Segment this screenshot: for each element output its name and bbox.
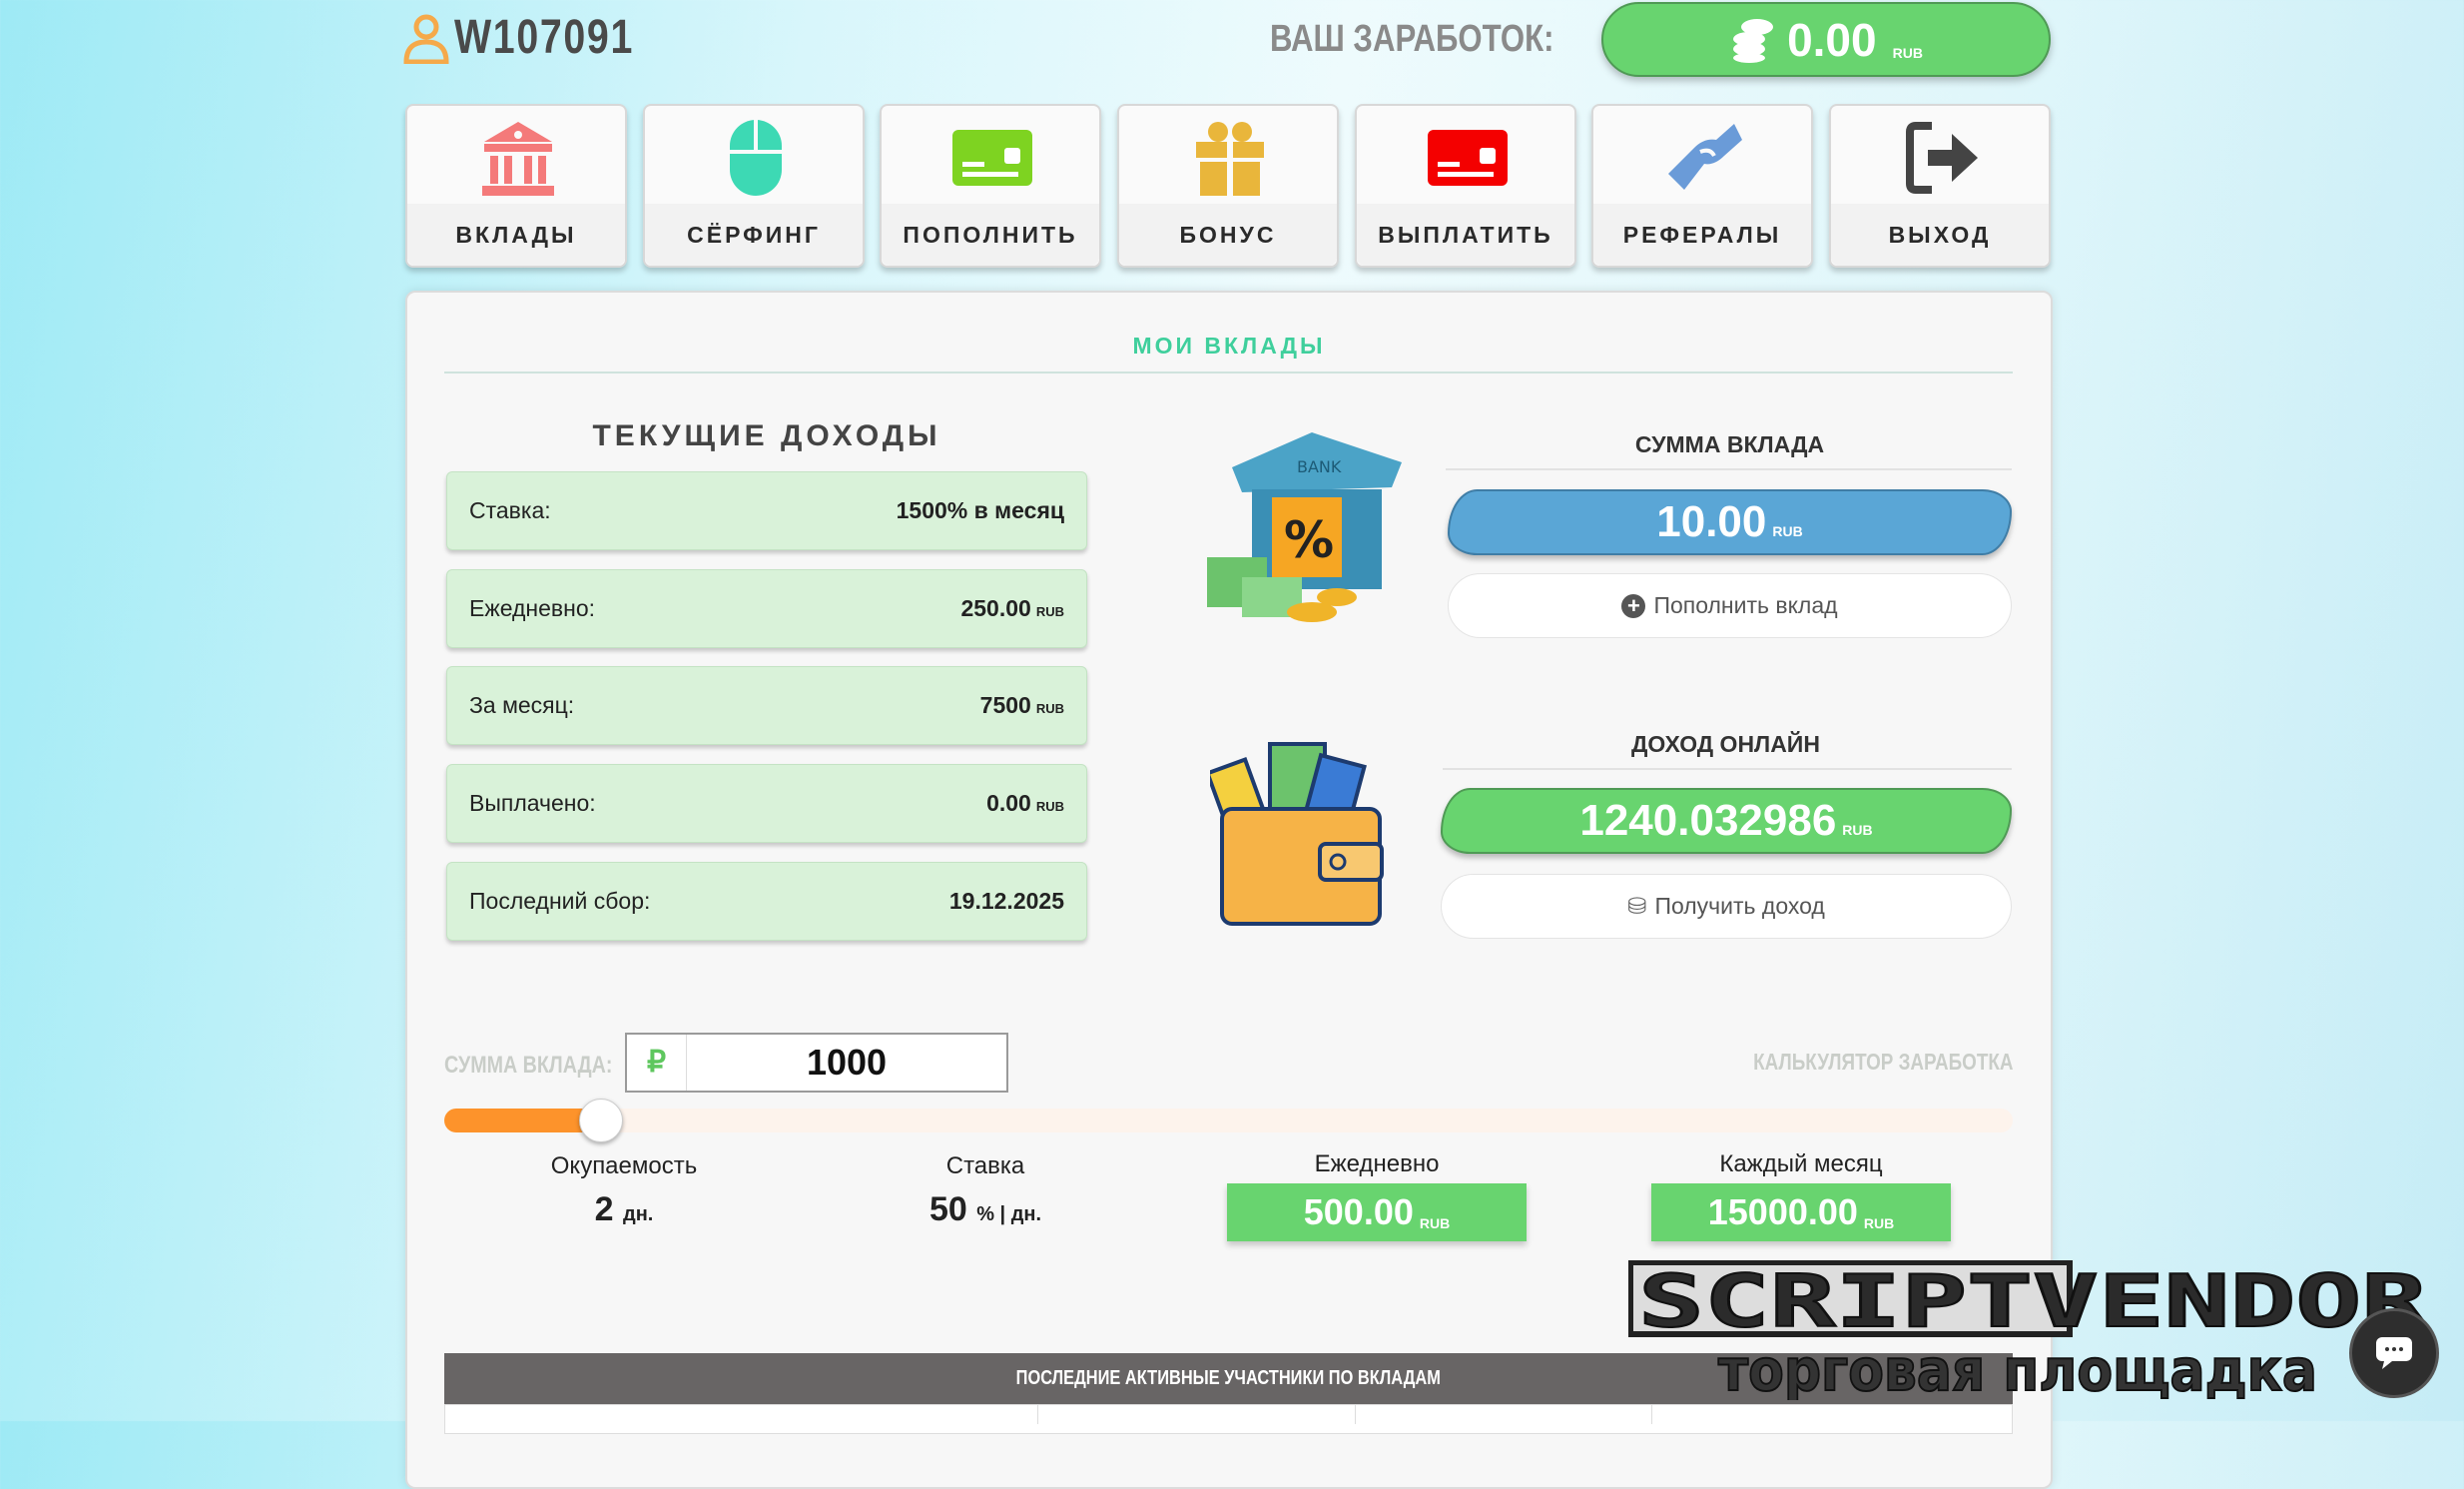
nav-deposits-button[interactable]: ВКЛАДЫ [405, 104, 627, 268]
nav-label: СЁРФИНГ [645, 204, 863, 266]
slider-fill [444, 1109, 602, 1132]
stat-row-daily: Ежедневно: 250.00 RUB [446, 569, 1087, 648]
nav-label: ПОПОЛНИТЬ [882, 204, 1099, 266]
deposit-sum-display: 10.00 RUB [1448, 489, 2012, 555]
nav-referrals-button[interactable]: РЕФЕРАЛЫ [1591, 104, 1813, 268]
card-icon [952, 130, 1032, 186]
card-icon [1428, 130, 1508, 186]
rate-label: Ставка [945, 1152, 1025, 1179]
column-divider [1037, 1404, 1038, 1424]
earnings-label: ВАШ ЗАРАБОТОК: [1270, 18, 1554, 60]
svg-text:%: % [1284, 511, 1334, 569]
calculator-title: КАЛЬКУЛЯТОР ЗАРАБОТКА [1752, 1049, 2013, 1075]
chat-button[interactable] [2349, 1308, 2439, 1398]
nav-logout-button[interactable]: ВЫХОД [1829, 104, 2051, 268]
bank-icon [482, 122, 554, 196]
stat-row-last-collect: Последний сбор: 19.12.2025 [446, 862, 1087, 941]
payback-value: 2 дн. [594, 1190, 654, 1228]
gift-icon [1196, 122, 1264, 196]
slider-thumb[interactable] [579, 1099, 624, 1142]
current-income-title: ТЕКУЩИЕ ДОХОДЫ [592, 419, 941, 452]
handshake-icon [1668, 124, 1742, 190]
divider [1446, 468, 2012, 470]
income-online-display: 1240.032986 RUB [1441, 788, 2012, 854]
nav-label: ВКЛАДЫ [407, 204, 625, 266]
deposit-sum-title: СУММА ВКЛАДА [1634, 431, 1825, 457]
calc-sum-label: СУММА ВКЛАДА: [444, 1052, 613, 1079]
nav-bonus-button[interactable]: БОНУС [1117, 104, 1339, 268]
balance-currency: RUB [1892, 45, 1923, 61]
coins-icon [1733, 18, 1774, 63]
calc-sum-input[interactable]: ₽1000 [625, 1033, 1008, 1093]
nav-withdraw-button[interactable]: ВЫПЛАТИТЬ [1355, 104, 1576, 268]
sum-slider[interactable] [444, 1109, 2013, 1132]
balance-button[interactable]: 0.00 RUB [1601, 2, 2051, 77]
income-online-title: ДОХОД ОНЛАЙН [1631, 731, 1820, 757]
mouse-icon [730, 120, 782, 196]
section-title: МОИ ВКЛАДЫ [1132, 333, 1326, 359]
sign-out-icon [1906, 122, 1978, 194]
daily-value: 500.00 RUB [1227, 1183, 1527, 1241]
coins-icon: ⛁ [1627, 893, 1647, 919]
nav-label: ВЫХОД [1831, 204, 2049, 266]
rate-value: 50 % | дн. [928, 1190, 1042, 1228]
nav-label: БОНУС [1119, 204, 1337, 266]
nav-surfing-button[interactable]: СЁРФИНГ [643, 104, 865, 268]
chat-icon [2376, 1337, 2412, 1369]
plus-circle-icon: + [1621, 593, 1646, 618]
nav-label: РЕФЕРАЛЫ [1593, 204, 1811, 266]
divider [444, 372, 2013, 373]
monthly-label: Каждый месяц [1719, 1150, 1883, 1177]
monthly-value: 15000.00 RUB [1651, 1183, 1951, 1241]
wallet-illustration [1210, 742, 1384, 926]
payback-label: Окупаемость [550, 1152, 698, 1179]
balance-value: 0.00 [1787, 13, 1877, 66]
column-divider [1355, 1404, 1356, 1424]
svg-text:торговая площадка: торговая площадка [1718, 1336, 2317, 1400]
table-row [444, 1404, 2013, 1434]
daily-label: Ежедневно [1314, 1150, 1440, 1177]
divider [1443, 768, 2012, 770]
stat-row-monthly: За месяц: 7500 RUB [446, 666, 1087, 745]
topup-deposit-button[interactable]: + Пополнить вклад [1448, 573, 2012, 638]
ruble-icon: ₽ [627, 1035, 687, 1091]
username: W107091 [454, 11, 634, 64]
collect-income-button[interactable]: ⛁ Получить доход [1441, 874, 2012, 939]
stat-row-rate: Ставка: 1500% в месяц [446, 471, 1087, 550]
active-participants-header: ПОСЛЕДНИЕ АКТИВНЫЕ УЧАСТНИКИ ПО ВКЛАДАМ [444, 1353, 2013, 1404]
user-icon [403, 14, 449, 64]
nav-label: ВЫПЛАТИТЬ [1357, 204, 1574, 266]
svg-text:BANK: BANK [1297, 457, 1342, 476]
column-divider [1651, 1404, 1652, 1424]
nav-topup-button[interactable]: ПОПОЛНИТЬ [880, 104, 1101, 268]
stat-row-paid: Выплачено: 0.00 RUB [446, 764, 1087, 843]
scriptvendor-watermark: SCRIPTVENDOR торговая площадка [1628, 1260, 2429, 1400]
svg-text:SCRIPTVENDOR: SCRIPTVENDOR [1638, 1260, 2428, 1343]
bank-illustration: BANK % [1207, 432, 1402, 622]
